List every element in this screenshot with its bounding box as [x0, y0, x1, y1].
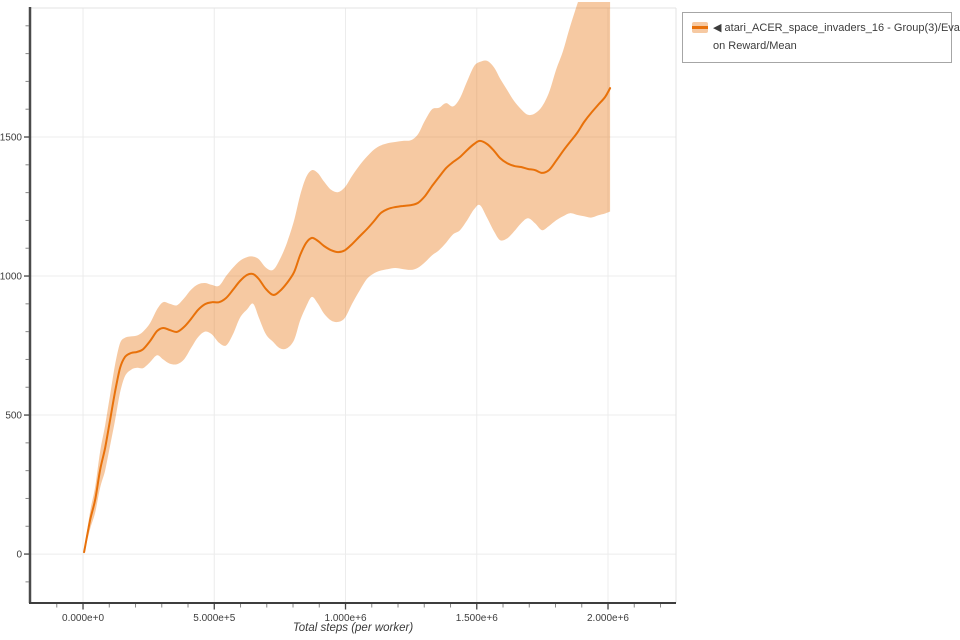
x-tick-label: 2.000e+6 [587, 613, 629, 624]
legend: ◀ atari_ACER_space_invaders_16 - Group(3… [682, 12, 960, 63]
x-tick-label: 1.500e+6 [456, 613, 498, 624]
series-line [83, 87, 612, 554]
series-band [84, 2, 611, 554]
y-tick-label: 0 [16, 550, 22, 561]
series-line-swatch-icon [692, 26, 708, 29]
legend-label-line1: ◀ atari_ACER_space_invaders_16 - Group(3… [713, 22, 960, 34]
y-tick-label: 1500 [0, 133, 22, 144]
x-tick-label: 5.000e+5 [193, 613, 235, 624]
series-band-swatch-icon [692, 22, 708, 33]
y-tick-label: 500 [5, 411, 22, 422]
legend-label-line2: on Reward/Mean [713, 40, 797, 52]
x-tick-label: 1.000e+6 [325, 613, 367, 624]
y-tick-label: 1000 [0, 272, 22, 283]
gridlines [30, 8, 676, 603]
x-tick-label: 0.000e+0 [62, 613, 104, 624]
major-ticks: 0.000e+0 5.000e+5 1.000e+6 1.500e+6 2.000e+6… [0, 133, 629, 624]
legend-label: ◀ atari_ACER_space_invaders_16 - Group(3… [713, 19, 960, 55]
minor-ticks [25, 25, 662, 608]
legend-item[interactable]: ◀ atari_ACER_space_invaders_16 - Group(3… [692, 19, 960, 55]
x-axis-title: Total steps (per worker) [292, 622, 414, 634]
